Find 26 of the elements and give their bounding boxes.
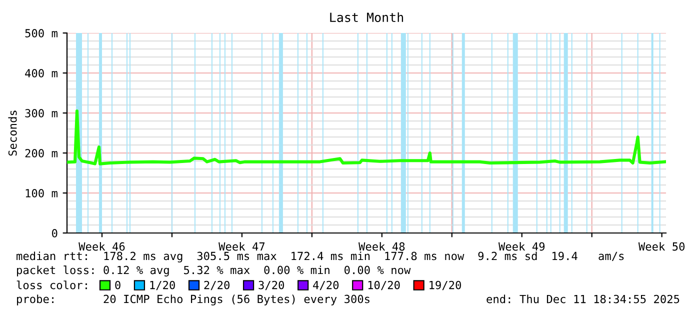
x-tick-label: Week 46 <box>78 242 125 251</box>
x-tick-label: Week 48 <box>358 242 405 251</box>
x-tick-label: Week 47 <box>218 242 265 251</box>
legend-label: 0 <box>115 280 120 290</box>
y-tick-label: 100 m <box>26 189 58 198</box>
text: median rtt: 178.2 ms avg 305.5 ms max 172.4 ms min 177.8 ms now 9.2 ms sd 19.4 am/s <box>16 252 624 262</box>
chart-title: Last Month <box>330 12 404 22</box>
text: packet loss: 0.12 % avg 5.32 % max 0.00 % min 0.00 % now <box>17 266 411 276</box>
line-series <box>67 109 666 166</box>
y-tick-label: 300 m <box>25 109 58 118</box>
y-tick-label: 0 <box>52 229 58 238</box>
legend-label: 4/20 <box>313 280 339 290</box>
legend-title: loss color: <box>16 280 87 290</box>
x-tick-label: Week 50 <box>638 242 685 251</box>
legend-label: 10/20 <box>368 280 400 290</box>
y-axis-title: Seconds <box>8 110 17 156</box>
legend-label: 1/20 <box>150 280 175 290</box>
legend-label: 19/20 <box>430 280 461 290</box>
y-tick-label: 500 m <box>25 29 58 38</box>
y-tick-label: 400 m <box>25 69 58 78</box>
legend-label: 2/20 <box>204 280 230 290</box>
x-tick-label: Week 49 <box>498 242 545 251</box>
legend-label: 3/20 <box>258 280 284 290</box>
text: end: Thu Dec 11 18:34:55 2025 <box>486 294 680 304</box>
y-tick-label: 200 m <box>25 149 58 158</box>
text: probe: 20 ICMP Echo Pings (56 Bytes) every 300s <box>17 294 370 306</box>
